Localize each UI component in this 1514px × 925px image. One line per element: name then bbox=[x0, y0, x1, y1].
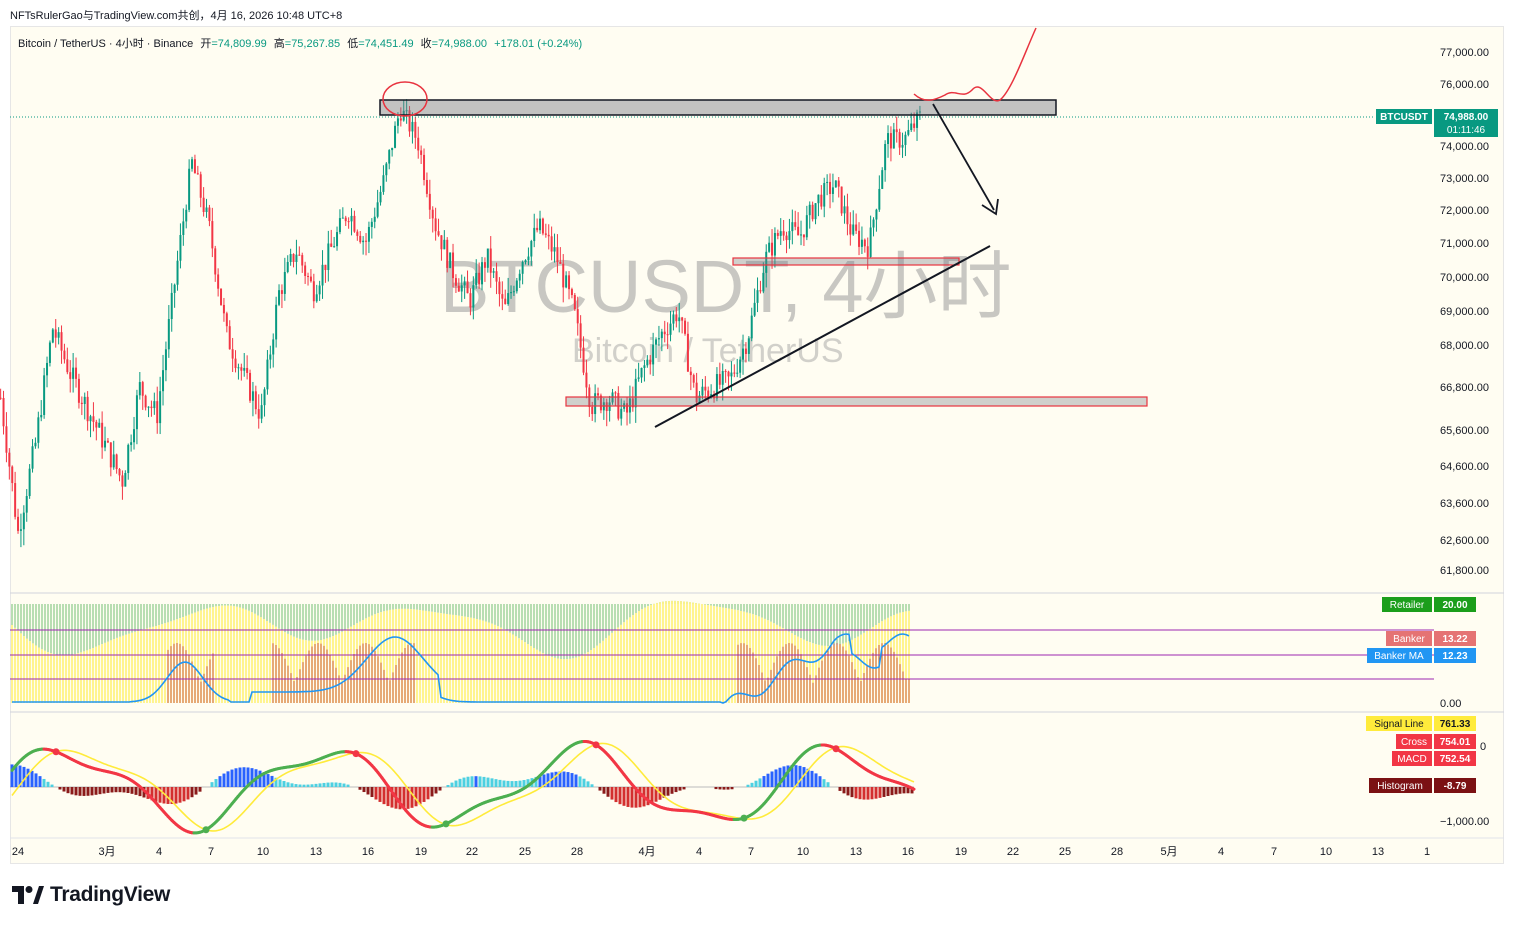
chart-frame[interactable] bbox=[10, 26, 1504, 864]
legend-close: =74,988.00 bbox=[431, 38, 488, 50]
legend-high: =75,267.85 bbox=[284, 38, 341, 50]
candle-body bbox=[5, 426, 8, 453]
candle-body bbox=[0, 397, 2, 399]
legend-close-label: 收 bbox=[420, 38, 432, 50]
symbol-legend: Bitcoin / TetherUS · 4小时 · Binance 开=74,… bbox=[18, 35, 582, 51]
legend-low: =74,451.49 bbox=[358, 38, 414, 50]
legend-open-label: 开 bbox=[200, 38, 212, 50]
candle-body bbox=[2, 397, 5, 427]
legend-high-label: 高 bbox=[273, 38, 285, 50]
legend-low-label: 低 bbox=[347, 38, 359, 50]
tradingview-logo-icon bbox=[12, 886, 44, 904]
legend-change: +178.01 (+0.24%) bbox=[494, 38, 583, 50]
legend-open: =74,809.99 bbox=[211, 38, 267, 50]
legend-symbol: Bitcoin / TetherUS · 4小时 · Binance bbox=[18, 38, 194, 50]
tradingview-logo[interactable]: TradingView bbox=[12, 883, 170, 907]
tradingview-logo-text: TradingView bbox=[50, 883, 171, 906]
chart-caption: NFTsRulerGao与TradingView.com共创，4月 16, 20… bbox=[10, 10, 343, 22]
